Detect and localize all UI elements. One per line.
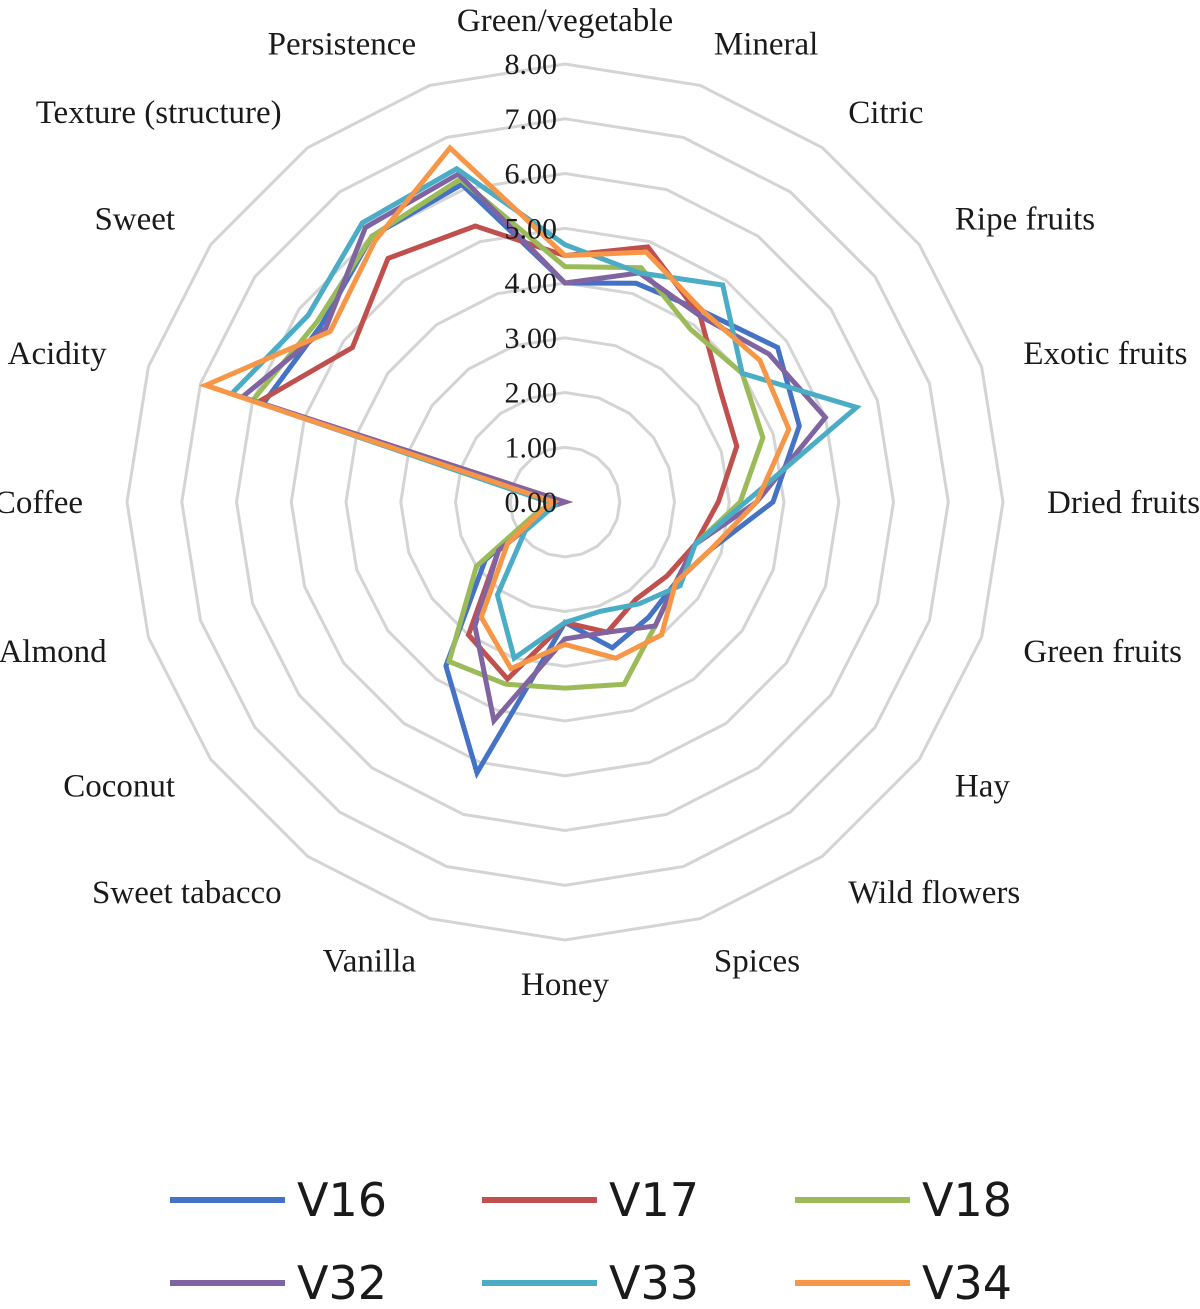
grid-ring-8: [125, 62, 1005, 942]
grid-ring-7: [180, 117, 950, 887]
tick-label: 2.00: [505, 377, 558, 410]
tick-label: 6.00: [505, 158, 558, 191]
category-label: Acidity: [8, 336, 107, 372]
legend-label: V16: [297, 1173, 387, 1227]
category-label: Coconut: [63, 768, 175, 804]
tick-label: 0.00: [505, 486, 558, 519]
grid-ring-1: [508, 445, 622, 559]
legend-label: V33: [609, 1256, 699, 1309]
radar-series: [198, 144, 862, 780]
category-label: Ripe fruits: [955, 202, 1095, 238]
tick-label: 5.00: [505, 212, 558, 245]
legend-label: V18: [922, 1173, 1012, 1227]
tick-label: 8.00: [505, 48, 558, 81]
category-label: Vanilla: [323, 943, 417, 979]
tick-label: 1.00: [505, 431, 558, 464]
category-label: Persistence: [268, 27, 416, 63]
category-label: Green fruits: [1023, 634, 1182, 670]
category-label: Spices: [714, 943, 800, 979]
category-labels: Green/vegetable Mineral Citric Ripe fruits E…: [0, 3, 1200, 1003]
tick-label: 4.00: [505, 267, 558, 300]
grid-ring-3: [399, 336, 731, 668]
radial-tick-labels: 0.00 1.00 2.00 3.00 4.00 5.00 6.00 7.00 8.00: [505, 48, 558, 519]
legend-label: V32: [297, 1256, 387, 1309]
category-label: Dried fruits: [1047, 485, 1200, 521]
category-label: Green/vegetable: [457, 3, 673, 39]
category-label: Exotic fruits: [1023, 336, 1187, 372]
category-label: Almond: [0, 634, 107, 670]
category-label: Wild flowers: [848, 875, 1020, 911]
tick-label: 7.00: [505, 103, 558, 136]
legend: V16 V17 V18 V32 V33 V34: [170, 1173, 1012, 1309]
tick-label: 3.00: [505, 322, 558, 355]
radar-grid: [125, 62, 1005, 942]
series-line-v33: [227, 165, 862, 663]
category-label: Honey: [521, 967, 609, 1003]
category-label: Sweet tabacco: [92, 875, 282, 911]
grid-ring-5: [289, 226, 841, 778]
category-label: Coffee: [0, 485, 83, 521]
category-label: Hay: [955, 768, 1010, 804]
legend-label: V34: [922, 1256, 1012, 1309]
category-label: Mineral: [714, 27, 818, 63]
category-label: Texture (structure): [36, 95, 282, 131]
legend-label: V17: [609, 1173, 699, 1227]
grid-ring-2: [453, 390, 677, 614]
category-label: Citric: [848, 95, 923, 131]
series-line-v34: [198, 144, 792, 672]
category-label: Sweet: [94, 202, 175, 238]
series-line-v32: [237, 170, 829, 727]
grid-ring-4: [344, 281, 786, 723]
